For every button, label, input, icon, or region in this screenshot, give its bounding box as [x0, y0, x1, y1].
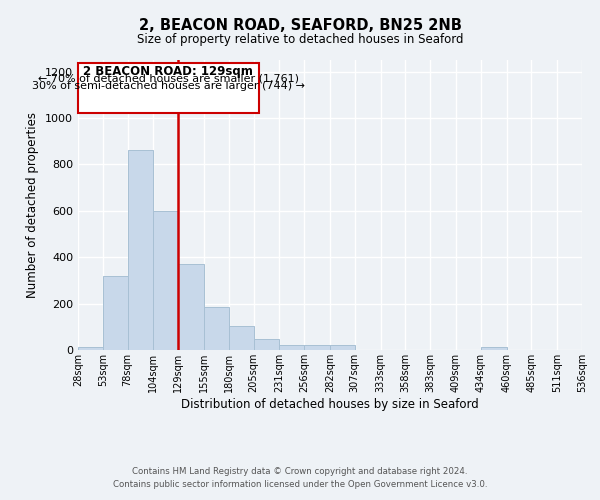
Bar	[229, 326, 254, 350]
Bar	[280, 346, 304, 350]
FancyBboxPatch shape	[78, 64, 259, 114]
Bar	[254, 339, 280, 350]
Text: Contains HM Land Registry data © Crown copyright and database right 2024.: Contains HM Land Registry data © Crown c…	[132, 467, 468, 476]
X-axis label: Distribution of detached houses by size in Seaford: Distribution of detached houses by size …	[181, 398, 479, 410]
Bar	[204, 307, 229, 350]
Bar	[481, 346, 506, 350]
Text: 2, BEACON ROAD, SEAFORD, BN25 2NB: 2, BEACON ROAD, SEAFORD, BN25 2NB	[139, 18, 461, 32]
Text: Size of property relative to detached houses in Seaford: Size of property relative to detached ho…	[137, 32, 463, 46]
Text: Contains public sector information licensed under the Open Government Licence v3: Contains public sector information licen…	[113, 480, 487, 489]
Bar	[154, 211, 178, 350]
Bar	[178, 264, 204, 350]
Bar	[103, 276, 128, 350]
Bar	[78, 347, 103, 350]
Text: ← 70% of detached houses are smaller (1,761): ← 70% of detached houses are smaller (1,…	[38, 73, 299, 83]
Text: 2 BEACON ROAD: 129sqm: 2 BEACON ROAD: 129sqm	[83, 66, 253, 78]
Bar	[304, 346, 330, 350]
Bar	[330, 346, 355, 350]
Bar	[128, 150, 154, 350]
Y-axis label: Number of detached properties: Number of detached properties	[26, 112, 40, 298]
Text: 30% of semi-detached houses are larger (744) →: 30% of semi-detached houses are larger (…	[32, 81, 305, 91]
